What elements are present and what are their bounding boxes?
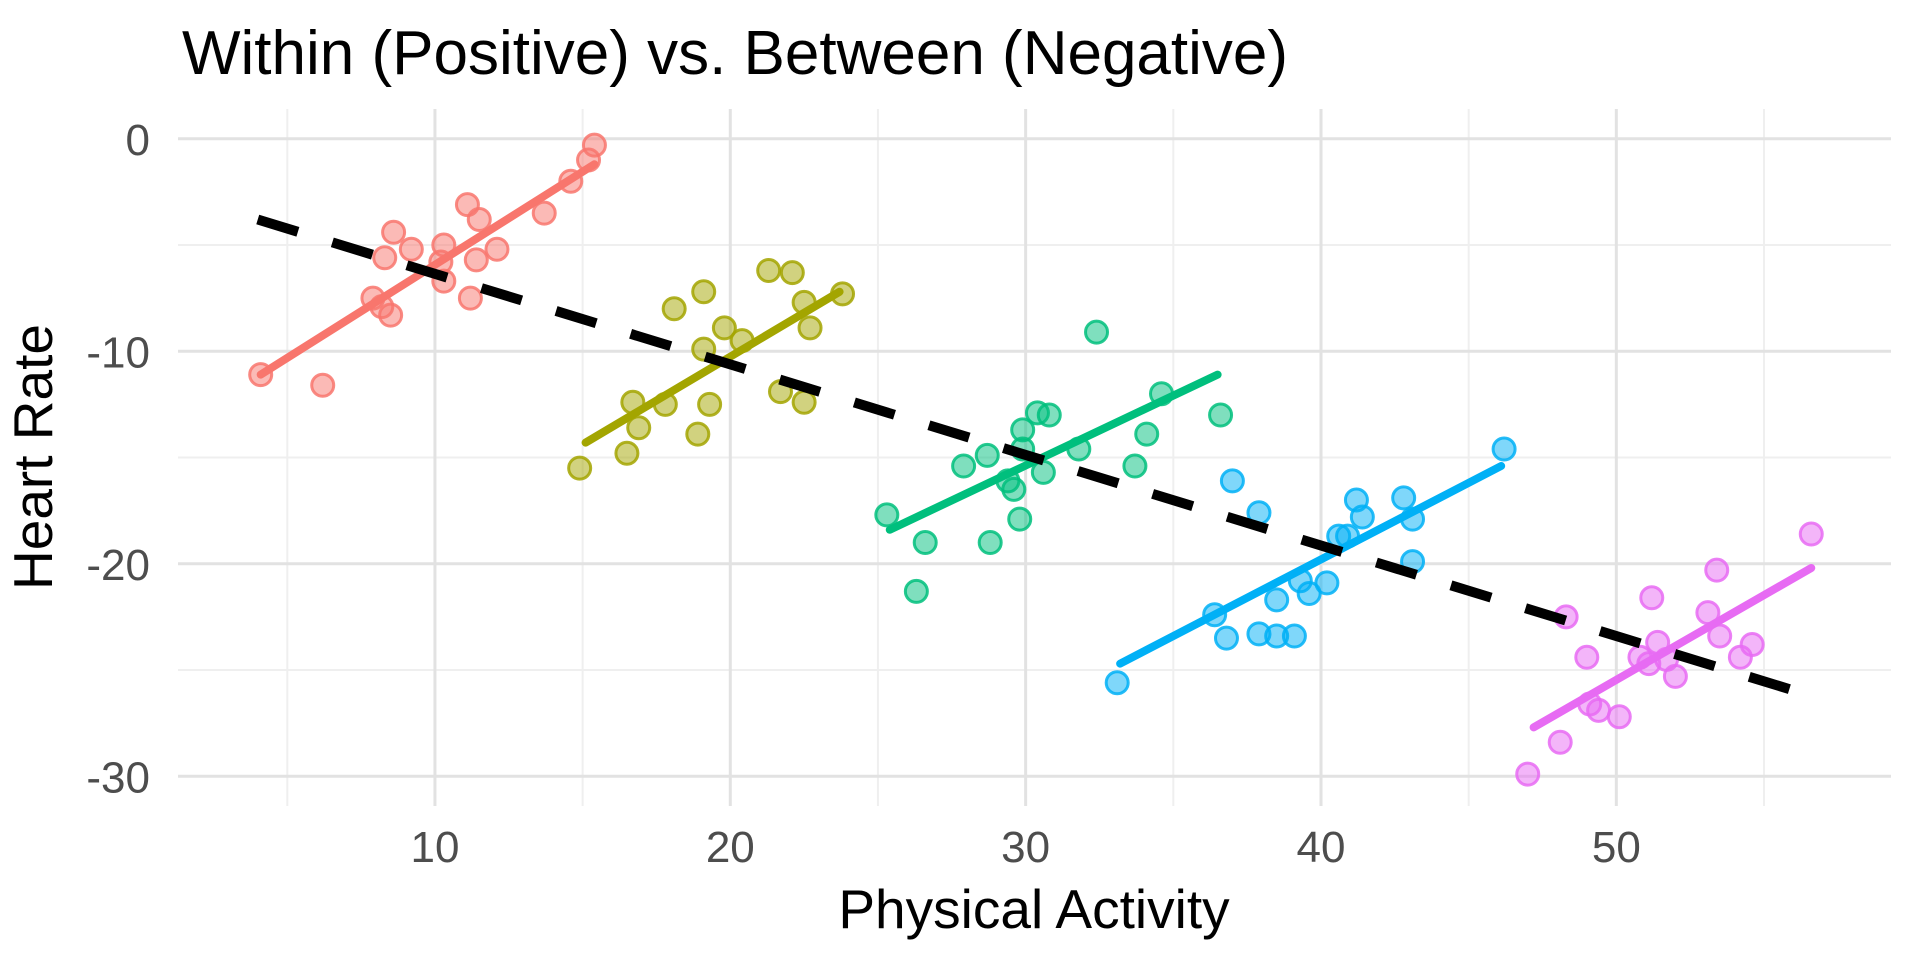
data-point — [1219, 468, 1245, 494]
data-point — [531, 200, 557, 226]
data-point — [711, 315, 737, 341]
data-point — [661, 296, 687, 322]
x-axis-tick-labels: 10 20 30 40 50 — [410, 823, 1640, 872]
data-point — [1349, 504, 1375, 530]
data-point — [484, 236, 510, 262]
x-tick-label: 50 — [1592, 823, 1641, 872]
x-axis-title: Physical Activity — [838, 878, 1230, 940]
data-point — [381, 219, 407, 245]
major-gridlines — [178, 109, 1891, 806]
data-point — [626, 415, 652, 441]
data-point — [1639, 585, 1665, 611]
data-point — [614, 440, 640, 466]
data-point — [697, 391, 723, 417]
data-point — [1001, 476, 1027, 502]
group-4-trend-line — [1116, 462, 1506, 668]
data-point — [1281, 623, 1307, 649]
data-point — [951, 453, 977, 479]
x-tick-label: 40 — [1297, 823, 1346, 872]
data-point — [1704, 557, 1730, 583]
y-tick-label: -20 — [86, 541, 150, 590]
data-point — [1662, 663, 1688, 689]
data-point — [977, 530, 1003, 555]
group-5-trend-line — [1529, 564, 1816, 732]
y-tick-label: -10 — [86, 328, 150, 377]
data-point — [1391, 485, 1417, 511]
y-tick-label: 0 — [126, 116, 150, 165]
data-point — [1586, 697, 1612, 723]
data-point — [874, 502, 900, 528]
data-point — [310, 372, 336, 398]
data-point — [1547, 729, 1573, 755]
data-point — [1084, 319, 1110, 345]
y-tick-label: -30 — [86, 753, 150, 802]
data-point — [567, 455, 593, 481]
plot-title: Within (Positive) vs. Between (Negative) — [182, 19, 1288, 88]
y-axis-title: Heart Rate — [2, 324, 64, 590]
data-point — [797, 315, 823, 341]
data-point — [457, 285, 483, 311]
data-point — [1606, 704, 1632, 730]
group-3-trend-line — [885, 370, 1222, 534]
data-point — [1574, 644, 1600, 670]
data-point — [1122, 453, 1148, 479]
data-point — [466, 207, 492, 232]
x-tick-label: 10 — [410, 823, 459, 872]
data-point — [974, 442, 1000, 468]
data-point — [1208, 402, 1234, 428]
data-point — [581, 132, 607, 158]
y-axis-tick-labels: 0 -10 -20 -30 — [86, 116, 150, 803]
group-3-points — [874, 319, 1234, 604]
data-point — [372, 245, 398, 271]
x-tick-label: 30 — [1001, 823, 1050, 872]
data-point — [1739, 632, 1765, 657]
data-point — [378, 302, 404, 328]
data-point — [1213, 625, 1239, 651]
group-2-trend-line — [581, 287, 844, 447]
data-point — [691, 279, 717, 305]
between-group-dashed-line — [256, 214, 1819, 703]
data-point — [1104, 670, 1130, 696]
data-point — [398, 236, 424, 262]
data-point — [463, 247, 489, 273]
data-point — [685, 421, 711, 447]
data-point — [903, 578, 929, 604]
data-point — [1007, 506, 1033, 532]
data-point — [756, 258, 782, 283]
data-point — [779, 260, 805, 286]
data-point — [1798, 521, 1824, 547]
data-point — [1491, 436, 1517, 462]
data-point — [1134, 421, 1160, 447]
between-group-trend-line — [256, 214, 1819, 703]
x-tick-label: 20 — [706, 823, 755, 872]
data-point — [912, 530, 938, 555]
data-point — [1314, 570, 1340, 596]
data-point — [1296, 581, 1322, 606]
data-point — [1036, 402, 1062, 428]
data-point — [1515, 761, 1541, 787]
data-point — [1264, 587, 1290, 613]
